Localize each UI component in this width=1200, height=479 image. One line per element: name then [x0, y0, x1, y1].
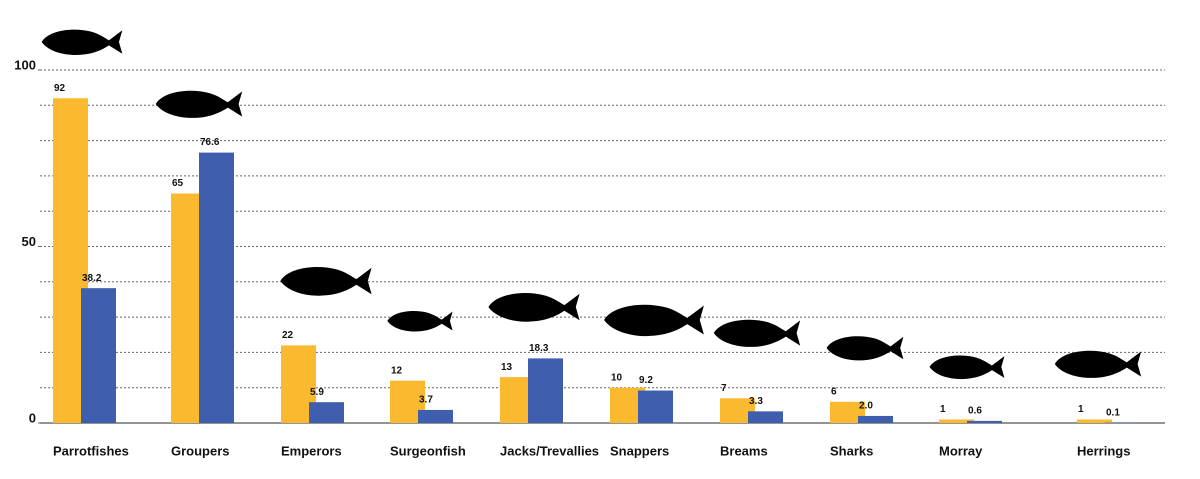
y-tick-label: 100	[14, 57, 36, 72]
x-tick-label: Snappers	[610, 443, 669, 458]
value-label: 9.2	[639, 375, 653, 386]
value-label: 10	[611, 372, 623, 383]
bar	[1077, 419, 1112, 423]
value-label: 3.3	[749, 396, 763, 407]
fish-icon	[387, 311, 453, 332]
bar	[528, 358, 563, 423]
value-label: 65	[172, 178, 184, 189]
value-label: 13	[501, 362, 513, 373]
value-label: 38.2	[82, 273, 102, 284]
bar	[81, 288, 116, 423]
value-label: 5.9	[310, 387, 324, 398]
fish-icon	[826, 336, 904, 361]
fish-icon	[604, 304, 704, 337]
value-label: 0.6	[968, 406, 982, 417]
value-label: 12	[391, 365, 403, 376]
bar	[967, 420, 1002, 423]
fish-icon	[41, 29, 123, 55]
fish-icon	[155, 90, 243, 118]
x-tick-label: Sharks	[830, 443, 873, 458]
x-tick-label: Emperors	[281, 443, 342, 458]
value-label: 3.7	[419, 395, 433, 406]
bar	[638, 390, 673, 423]
fish-icon	[280, 267, 372, 296]
y-tick-label: 50	[22, 234, 36, 249]
bar	[830, 401, 865, 423]
fish-icon	[1054, 350, 1142, 378]
bar	[939, 419, 974, 423]
bar	[418, 409, 453, 423]
bar	[199, 152, 234, 424]
y-tick-label: 0	[29, 410, 36, 425]
x-tick-label: Herrings	[1077, 443, 1130, 458]
x-tick-label: Groupers	[171, 443, 230, 458]
bar	[858, 415, 893, 423]
value-label: 7	[721, 383, 727, 394]
value-label: 18.3	[529, 343, 549, 354]
value-label: 92	[54, 83, 66, 94]
x-tick-label: Jacks/Trevallies	[500, 443, 599, 458]
value-label: 1	[1078, 404, 1084, 415]
value-label: 0.1	[1106, 407, 1120, 418]
value-label: 1	[940, 404, 946, 415]
x-tick-label: Breams	[720, 443, 768, 458]
value-label: 6	[831, 386, 837, 397]
x-tick-label: Surgeonfish	[390, 443, 466, 458]
x-tick-label: Parrotfishes	[53, 443, 129, 458]
fish-icon	[929, 355, 1005, 380]
x-tick-label: Morray	[939, 443, 983, 458]
bar	[309, 402, 344, 423]
bar	[748, 411, 783, 423]
value-label: 2.0	[859, 401, 873, 412]
value-label: 76.6	[200, 137, 220, 148]
fish-icon	[713, 319, 801, 347]
value-label: 22	[282, 330, 294, 341]
